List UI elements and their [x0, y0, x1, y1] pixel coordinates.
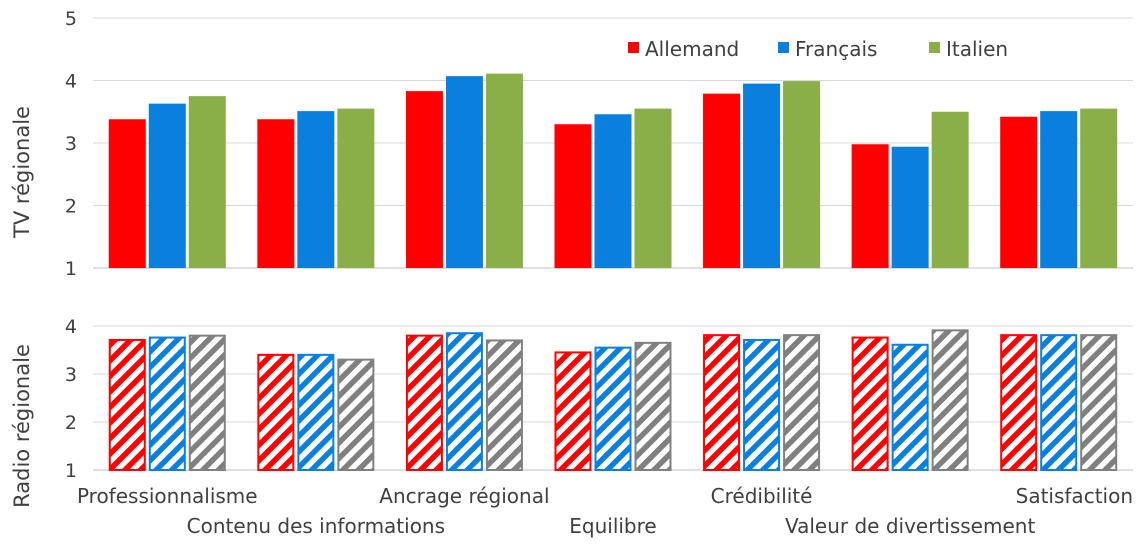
- tv-bar-allemand-satisfaction: [1000, 116, 1038, 268]
- radio-bar-italien-ancrage-regional: [485, 339, 523, 471]
- radio-bar-italien-valeur-de-divertissement: [931, 329, 969, 471]
- tv-bar-italien-valeur-de-divertissement: [931, 111, 969, 268]
- tv-y-tick-label: 4: [65, 71, 77, 93]
- tv-bar-italien-satisfaction: [1080, 108, 1118, 268]
- legend-swatch-francais: [778, 42, 789, 53]
- tv-y-tick-label: 5: [65, 8, 77, 30]
- radio-bar-italien-satisfaction: [1080, 334, 1118, 471]
- tv-bar-francais-equilibre: [594, 114, 632, 268]
- radio-bar-francais-professionnalisme: [148, 336, 186, 471]
- tv-bar-allemand-credibilite: [703, 93, 741, 268]
- tv-bar-allemand-contenu-des-informations: [257, 119, 295, 268]
- tv-y-axis-ticks: 1 2 3 4 5: [65, 8, 77, 280]
- tv-bar-francais-satisfaction: [1040, 111, 1078, 268]
- radio-bar-allemand-ancrage-regional: [405, 334, 443, 472]
- tv-bar-italien-credibilite: [783, 81, 821, 268]
- radio-bar-allemand-valeur-de-divertissement: [851, 336, 889, 471]
- legend-swatch-italien: [929, 42, 940, 53]
- tv-bar-allemand-ancrage-regional: [405, 91, 443, 268]
- radio-bar-francais-ancrage-regional: [445, 332, 483, 471]
- radio-bar-italien-contenu-des-informations: [337, 358, 375, 472]
- x-tick-label-equilibre: Equilibre: [569, 514, 656, 538]
- x-tick-label-satisfaction: Satisfaction: [1016, 484, 1133, 508]
- tv-bar-francais-credibilite: [743, 83, 781, 268]
- radio-bar-allemand-credibilite: [703, 334, 741, 471]
- tv-bar-allemand-valeur-de-divertissement: [851, 144, 889, 268]
- radio-bar-allemand-equilibre: [554, 351, 592, 471]
- radio-y-axis-ticks: 1 2 3 4: [65, 316, 77, 482]
- tv-bar-francais-professionnalisme: [148, 103, 186, 268]
- x-tick-label-ancrage-regional: Ancrage régional: [379, 484, 549, 508]
- radio-bar-francais-equilibre: [594, 346, 632, 472]
- radio-bars: [108, 329, 1118, 472]
- tv-bar-italien-professionnalisme: [188, 96, 226, 268]
- tv-bar-francais-ancrage-regional: [445, 76, 483, 268]
- radio-bar-francais-satisfaction: [1040, 334, 1078, 471]
- legend-label-allemand: Allemand: [645, 37, 739, 61]
- radio-bar-allemand-professionnalisme: [108, 338, 146, 471]
- radio-y-axis-label: Radio régionale: [10, 344, 34, 508]
- radio-bar-italien-equilibre: [634, 341, 672, 471]
- legend-swatch-allemand: [628, 42, 639, 53]
- x-tick-label-valeur-de-divertissement: Valeur de divertissement: [785, 514, 1035, 538]
- tv-bar-italien-equilibre: [634, 108, 672, 268]
- radio-bar-italien-professionnalisme: [188, 334, 226, 472]
- tv-bar-allemand-professionnalisme: [108, 119, 146, 268]
- tv-y-tick-label: 1: [65, 258, 77, 280]
- tv-y-axis-label: TV régionale: [10, 106, 34, 239]
- tv-bar-francais-contenu-des-informations: [297, 111, 335, 268]
- tv-bar-francais-valeur-de-divertissement: [891, 146, 929, 268]
- radio-y-tick-label: 3: [65, 364, 77, 386]
- legend-label-francais: Français: [795, 37, 877, 61]
- radio-bar-allemand-satisfaction: [1000, 334, 1038, 471]
- radio-bar-francais-valeur-de-divertissement: [891, 343, 929, 472]
- radio-bar-francais-credibilite: [743, 338, 781, 471]
- x-axis-category-labels: Professionnalisme Contenu des information…: [77, 484, 1133, 538]
- tv-y-tick-label: 3: [65, 133, 77, 155]
- tv-bar-italien-ancrage-regional: [485, 73, 523, 268]
- tv-bars: [108, 73, 1118, 268]
- tv-y-tick-label: 2: [65, 196, 77, 218]
- radio-y-tick-label: 1: [65, 460, 77, 482]
- x-tick-label-professionnalisme: Professionnalisme: [77, 484, 258, 508]
- tv-bar-italien-contenu-des-informations: [337, 108, 375, 268]
- radio-bar-italien-credibilite: [783, 334, 821, 471]
- radio-y-tick-label: 4: [65, 316, 77, 338]
- radio-y-tick-label: 2: [65, 412, 77, 434]
- radio-bar-francais-contenu-des-informations: [297, 353, 335, 471]
- x-tick-label-contenu-des-informations: Contenu des informations: [187, 514, 445, 538]
- radio-bar-allemand-contenu-des-informations: [257, 353, 295, 471]
- legend-label-italien: Italien: [946, 37, 1008, 61]
- x-tick-label-credibilite: Crédibilité: [711, 484, 813, 508]
- legend: Allemand Français Italien: [628, 37, 1008, 61]
- tv-bar-allemand-equilibre: [554, 124, 592, 268]
